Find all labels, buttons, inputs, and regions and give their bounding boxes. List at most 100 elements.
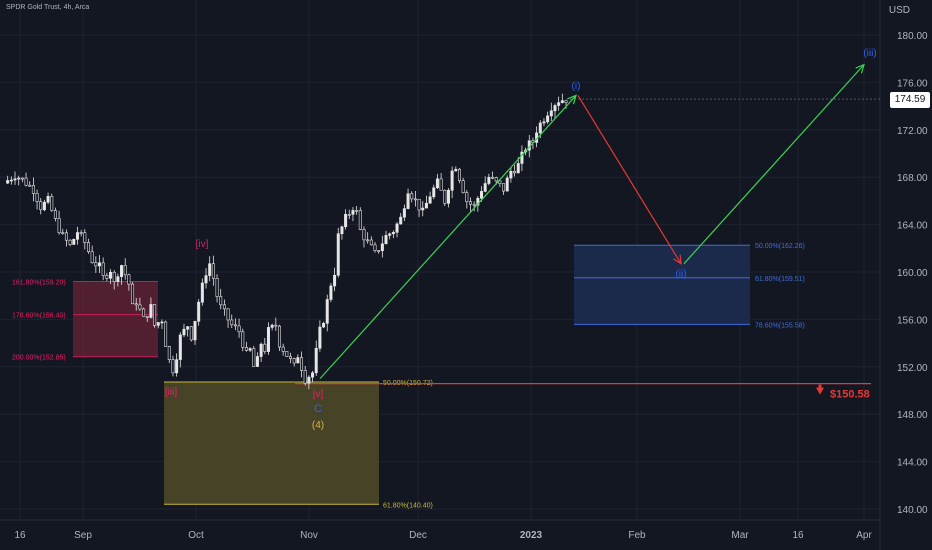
candle-body [487, 176, 491, 184]
candle-body [557, 102, 561, 106]
candle-body [380, 243, 384, 252]
x-tick-label: Mar [731, 530, 749, 541]
candle-body [564, 100, 568, 103]
x-tick-label: Feb [628, 530, 646, 541]
candle-body [296, 357, 300, 364]
candle-body [355, 210, 359, 212]
wave-label-iii: [iii] [165, 387, 177, 398]
candle-body [197, 301, 201, 322]
candle-body [417, 198, 421, 211]
wave-label-ii: (ii) [675, 269, 686, 280]
candle-body [9, 179, 13, 182]
candle-body [516, 163, 520, 174]
candle-body [153, 304, 157, 326]
candle-body [285, 351, 289, 357]
candle-body [244, 347, 248, 351]
candle-body [109, 272, 113, 279]
candle-body [98, 262, 102, 267]
candle-body [358, 210, 362, 230]
candle-body [457, 168, 461, 181]
y-tick-label: 140.00 [897, 505, 928, 516]
candle-body [127, 274, 131, 285]
candle-body [421, 207, 425, 211]
y-tick-label: 172.00 [897, 126, 928, 137]
candle-body [318, 326, 322, 349]
candle-body [105, 275, 109, 279]
candle-body [502, 183, 506, 192]
candle-body [325, 299, 329, 324]
candle-body [237, 325, 241, 333]
candle-body [491, 176, 495, 179]
candle-body [75, 232, 79, 240]
x-tick-label: Apr [856, 530, 872, 541]
candle-body [120, 265, 124, 277]
candle-body [6, 180, 10, 184]
candle-body [164, 321, 168, 347]
candle-body [399, 216, 403, 225]
wave-label-C: C [314, 403, 322, 415]
candle-body [208, 263, 212, 276]
candle-body [303, 370, 307, 384]
y-tick-label: 152.00 [897, 363, 928, 374]
y-tick-label: 156.00 [897, 315, 928, 326]
candle-body [46, 195, 50, 203]
candle-body [494, 177, 498, 182]
candle-body [505, 177, 509, 192]
candle-body [347, 213, 351, 216]
fib-level-olive-label: 61.80%(140.40) [383, 502, 433, 509]
candle-body [186, 326, 190, 330]
candle-body [50, 195, 54, 211]
candle-body [468, 201, 472, 205]
x-tick-label: 16 [792, 530, 804, 541]
candle-body [513, 171, 517, 174]
candle-body [204, 275, 208, 284]
candle-body [395, 223, 399, 233]
candle-body [314, 348, 318, 374]
candle-body [542, 121, 546, 124]
candle-body [259, 343, 263, 357]
candle-body [366, 239, 370, 242]
candle-body [292, 358, 296, 364]
fib-zone-pink [73, 281, 158, 357]
down-arrow-icon [816, 387, 824, 395]
candle-body [200, 282, 204, 303]
candle-body [450, 170, 454, 191]
y-tick-label: 168.00 [897, 173, 928, 184]
candle-body [413, 198, 417, 201]
projection-arrow-2-head [673, 254, 682, 265]
candle-body [402, 208, 406, 218]
fib-level-blue-label: 50.00%(162.26) [755, 243, 805, 250]
fib-level-pink-label: 178.60%(156.40) [12, 313, 66, 320]
candle-body [68, 239, 72, 245]
candle-body [149, 304, 153, 318]
candle-body [369, 239, 373, 246]
x-tick-label: Oct [188, 530, 204, 541]
candle-body [219, 296, 223, 306]
candle-body [13, 178, 17, 181]
y-tick-label: 164.00 [897, 221, 928, 232]
x-tick-label: Sep [74, 530, 92, 541]
candle-body [182, 328, 186, 336]
candle-body [432, 187, 436, 198]
y-tick-label: 144.00 [897, 458, 928, 469]
candle-body [31, 185, 35, 194]
candle-body [307, 376, 311, 384]
candle-body [351, 210, 355, 215]
wave-label-i: (i) [572, 81, 581, 92]
candle-body [406, 193, 410, 209]
candle-body [233, 324, 237, 327]
candle-body [329, 285, 333, 300]
candle-body [123, 265, 127, 276]
wave-label-iv: [iv] [196, 239, 209, 250]
candle-body [189, 326, 193, 341]
candle-body [443, 189, 447, 204]
candle-body [230, 319, 234, 326]
fib-zone-olive [164, 381, 379, 505]
candle-body [35, 193, 39, 202]
candle-body [39, 201, 43, 211]
candle-body [255, 356, 259, 367]
candle-body [17, 177, 21, 180]
candle-body [160, 321, 164, 324]
candle-body [138, 304, 142, 310]
projection-arrow-3 [683, 64, 865, 265]
